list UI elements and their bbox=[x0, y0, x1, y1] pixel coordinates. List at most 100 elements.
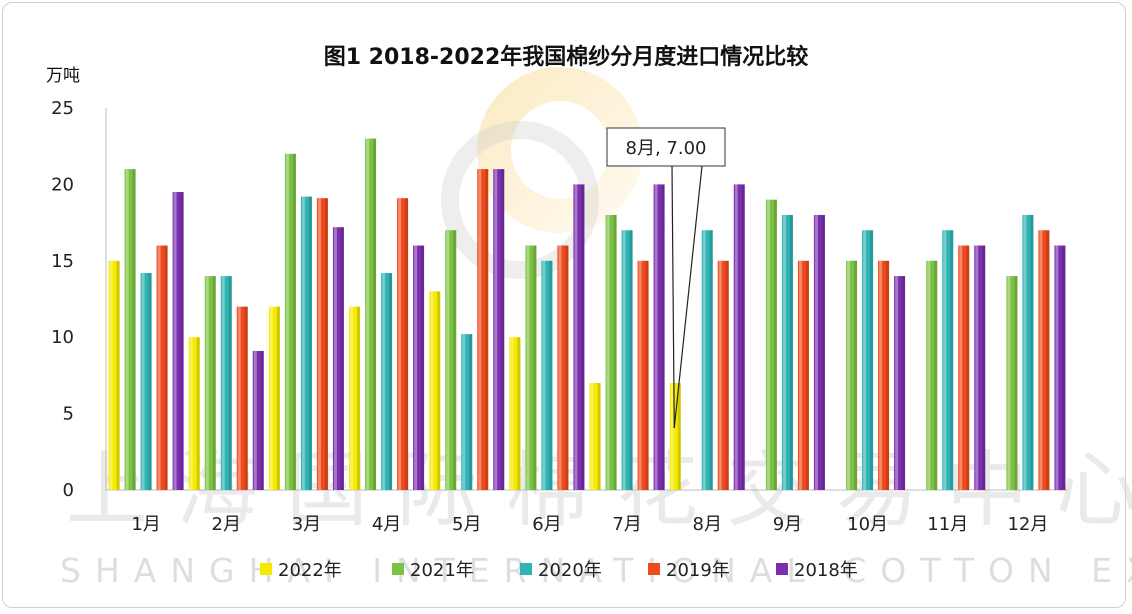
bar-highlight bbox=[542, 260, 546, 490]
bar-shade bbox=[677, 383, 681, 490]
bar-body bbox=[172, 192, 184, 491]
legend-swatch bbox=[392, 563, 404, 575]
bar-body bbox=[413, 245, 425, 490]
bar-body bbox=[429, 291, 441, 490]
bar-body bbox=[733, 184, 745, 490]
y-tick-label: 20 bbox=[51, 174, 74, 195]
bar-shade bbox=[805, 260, 809, 490]
x-category-label: 1月 bbox=[131, 514, 160, 535]
callout-label: 8月, 7.00 bbox=[626, 138, 707, 159]
bar-shade bbox=[324, 198, 328, 491]
bar-highlight bbox=[205, 276, 209, 490]
bars bbox=[108, 138, 1066, 491]
bar-body bbox=[653, 184, 665, 490]
bar-body bbox=[477, 169, 489, 490]
bar bbox=[525, 245, 537, 490]
bar bbox=[637, 260, 649, 490]
bar-highlight bbox=[125, 169, 129, 490]
bar-highlight bbox=[702, 230, 706, 491]
x-category-label: 10月 bbox=[847, 514, 888, 535]
bar-shade bbox=[1030, 214, 1034, 490]
bar-body bbox=[797, 260, 809, 490]
bar bbox=[413, 245, 425, 490]
bar-shade bbox=[1014, 276, 1018, 490]
bar-shade bbox=[260, 350, 264, 490]
bar-body bbox=[1006, 276, 1018, 490]
bar-shade bbox=[389, 273, 393, 490]
legend-swatch bbox=[648, 563, 660, 575]
bar-shade bbox=[453, 230, 457, 491]
bar bbox=[621, 230, 633, 491]
bar-shade bbox=[1062, 245, 1066, 490]
x-category-label: 2月 bbox=[212, 514, 241, 535]
bar-body bbox=[958, 245, 970, 490]
bar bbox=[862, 230, 874, 491]
bar-shade bbox=[164, 245, 168, 490]
bar bbox=[926, 260, 938, 490]
bar-shade bbox=[661, 184, 665, 490]
bar-highlight bbox=[510, 337, 514, 490]
bar-highlight bbox=[927, 260, 931, 490]
bar-highlight bbox=[430, 291, 434, 490]
y-tick-label: 10 bbox=[51, 327, 74, 348]
bar-highlight bbox=[1055, 245, 1059, 490]
bar-shade bbox=[212, 276, 216, 490]
bar bbox=[156, 245, 168, 490]
bar bbox=[878, 260, 890, 490]
bar-shade bbox=[709, 230, 713, 491]
data-callout: 8月, 7.00 bbox=[606, 127, 726, 429]
bar-highlight bbox=[301, 196, 305, 490]
bar-body bbox=[846, 260, 858, 490]
bar-body bbox=[862, 230, 874, 491]
bar bbox=[252, 350, 264, 490]
bar-shade bbox=[966, 245, 970, 490]
bar-highlight bbox=[574, 184, 578, 490]
legend-swatch bbox=[520, 563, 532, 575]
bar-highlight bbox=[622, 230, 626, 491]
bar-shade bbox=[886, 260, 890, 490]
bar-shade bbox=[549, 260, 553, 490]
x-category-label: 6月 bbox=[532, 514, 561, 535]
bar-highlight bbox=[879, 260, 883, 490]
bar-shade bbox=[357, 306, 361, 490]
bar-shade bbox=[533, 245, 537, 490]
bar bbox=[284, 153, 296, 490]
bar-body bbox=[156, 245, 168, 490]
bar-highlight bbox=[1023, 214, 1027, 490]
bar-shade bbox=[292, 153, 296, 490]
x-category-label: 4月 bbox=[372, 514, 401, 535]
bar bbox=[557, 245, 569, 490]
bar bbox=[701, 230, 713, 491]
bar bbox=[461, 334, 473, 490]
watermark-logo-icon bbox=[441, 67, 643, 279]
bar-body bbox=[605, 214, 617, 490]
x-category-label: 9月 bbox=[773, 514, 802, 535]
bar-highlight bbox=[382, 273, 386, 490]
bar-highlight bbox=[526, 245, 530, 490]
bar-body bbox=[926, 260, 938, 490]
bar bbox=[140, 273, 152, 490]
bar-shade bbox=[773, 199, 777, 490]
bar-body bbox=[188, 337, 200, 490]
y-tick-label: 0 bbox=[63, 480, 74, 501]
bar-highlight bbox=[237, 306, 241, 490]
bar-shade bbox=[116, 260, 120, 490]
bar-highlight bbox=[782, 214, 786, 490]
y-axis-ticks: 0 5 10 15 20 25 bbox=[51, 98, 74, 501]
bar-highlight bbox=[590, 383, 594, 490]
bar-highlight bbox=[141, 273, 145, 490]
bar bbox=[733, 184, 745, 490]
bar bbox=[958, 245, 970, 490]
bar-highlight bbox=[654, 184, 658, 490]
bar bbox=[429, 291, 441, 490]
bar-body bbox=[332, 227, 344, 490]
bar bbox=[172, 192, 184, 491]
bar-highlight bbox=[814, 214, 818, 490]
bar-body bbox=[894, 276, 906, 490]
bar bbox=[813, 214, 825, 490]
bar bbox=[124, 169, 136, 490]
bar-shade bbox=[629, 230, 633, 491]
bar-highlight bbox=[462, 334, 466, 490]
bar-body bbox=[365, 138, 377, 490]
